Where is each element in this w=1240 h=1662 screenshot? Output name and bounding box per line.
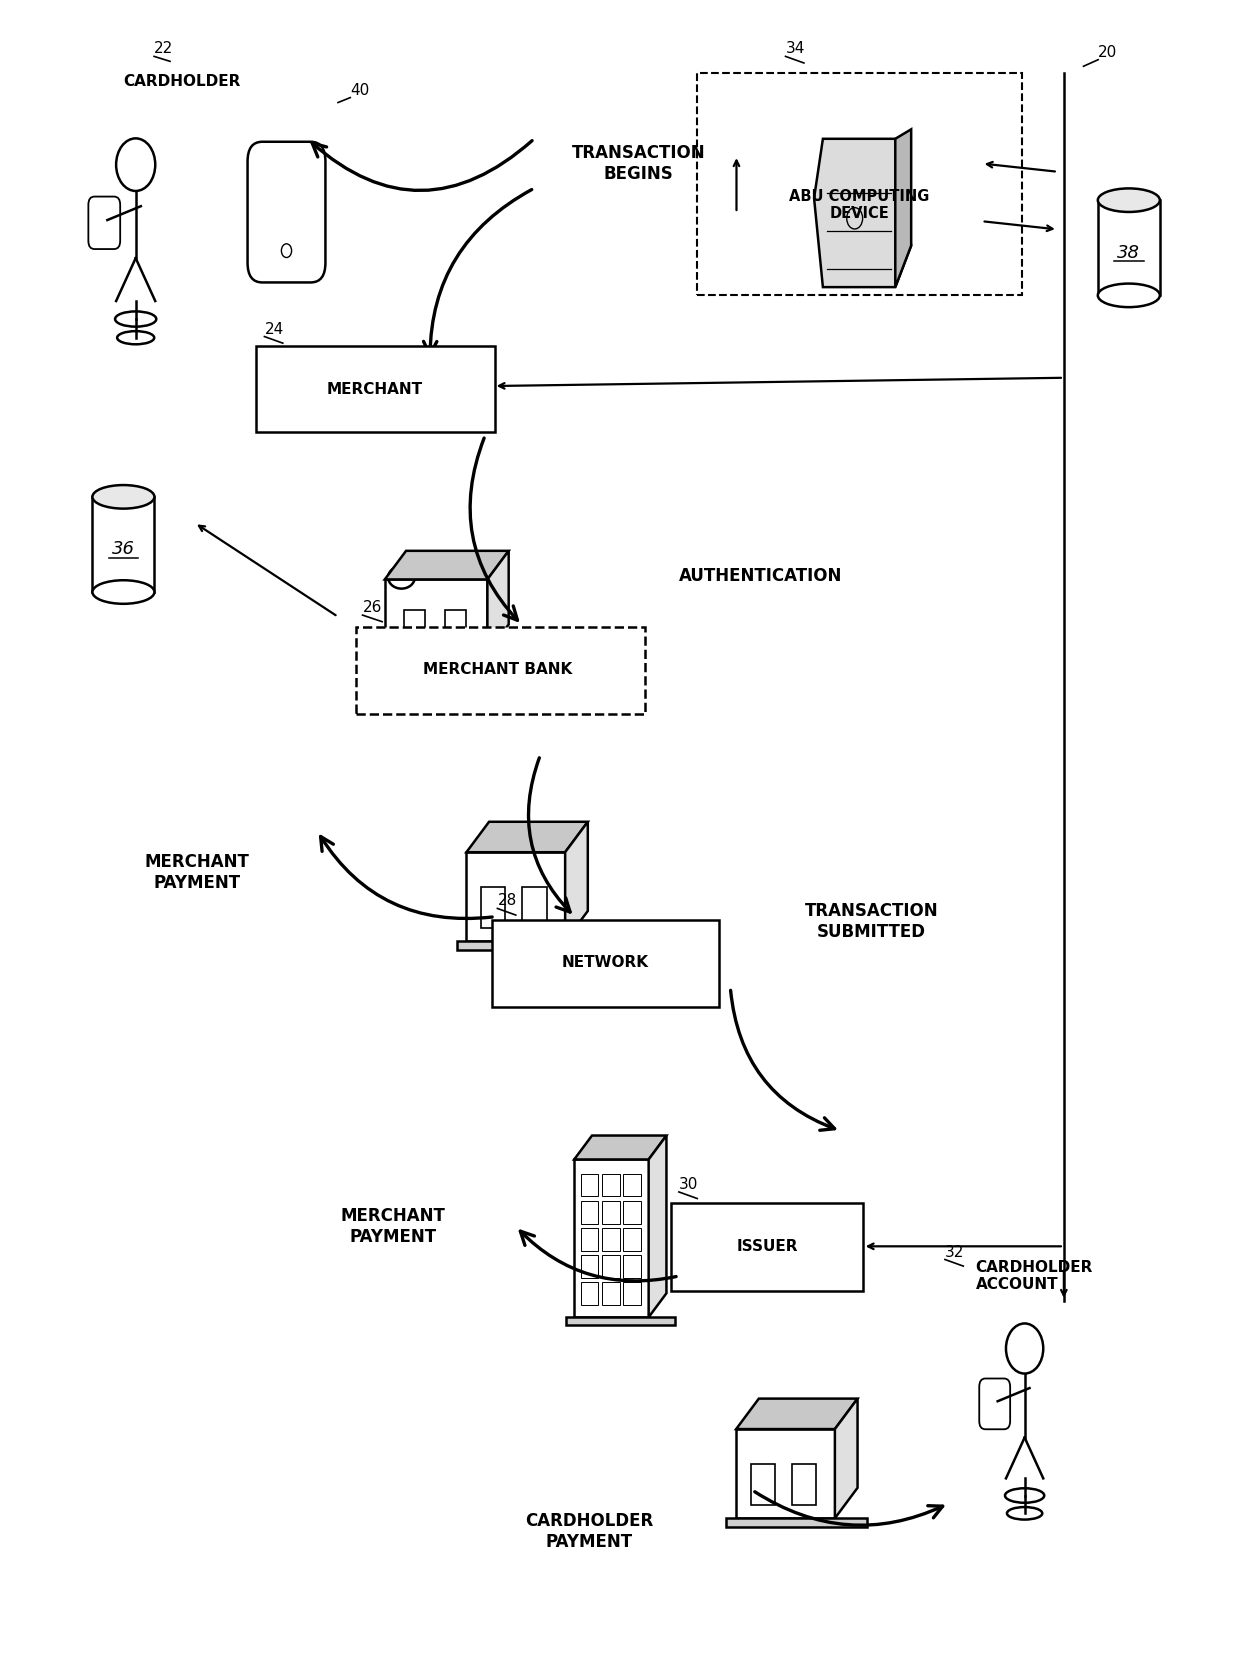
FancyArrowPatch shape xyxy=(521,1232,676,1281)
Text: 28: 28 xyxy=(497,894,517,909)
Polygon shape xyxy=(456,941,598,951)
Polygon shape xyxy=(737,1399,858,1429)
Ellipse shape xyxy=(1097,284,1159,307)
FancyArrowPatch shape xyxy=(321,836,492,919)
Polygon shape xyxy=(895,130,911,288)
Text: 26: 26 xyxy=(362,600,382,615)
Polygon shape xyxy=(466,821,588,853)
Text: ISSUER: ISSUER xyxy=(737,1238,797,1253)
Polygon shape xyxy=(466,853,565,941)
Text: ABU COMPUTING
DEVICE: ABU COMPUTING DEVICE xyxy=(789,188,929,221)
FancyArrowPatch shape xyxy=(755,1492,942,1526)
Text: CARDHOLDER
ACCOUNT: CARDHOLDER ACCOUNT xyxy=(976,1260,1092,1293)
Polygon shape xyxy=(384,580,487,653)
Polygon shape xyxy=(835,1399,858,1519)
Text: NETWORK: NETWORK xyxy=(562,956,649,971)
FancyArrowPatch shape xyxy=(424,189,532,354)
Text: MERCHANT
PAYMENT: MERCHANT PAYMENT xyxy=(145,853,249,891)
Text: MERCHANT BANK: MERCHANT BANK xyxy=(423,661,572,676)
Text: CARDHOLDER: CARDHOLDER xyxy=(124,75,241,90)
Text: 20: 20 xyxy=(1099,45,1117,60)
Polygon shape xyxy=(574,1135,666,1160)
Text: 36: 36 xyxy=(112,540,135,558)
Text: 40: 40 xyxy=(350,83,370,98)
Text: MERCHANT: MERCHANT xyxy=(326,382,423,397)
Text: 30: 30 xyxy=(678,1177,698,1192)
Polygon shape xyxy=(737,1429,835,1519)
FancyArrowPatch shape xyxy=(470,439,517,620)
Polygon shape xyxy=(565,821,588,941)
FancyBboxPatch shape xyxy=(492,921,719,1007)
Text: TRANSACTION
BEGINS: TRANSACTION BEGINS xyxy=(572,145,706,183)
Text: CARDHOLDER
PAYMENT: CARDHOLDER PAYMENT xyxy=(526,1512,653,1551)
FancyBboxPatch shape xyxy=(255,346,495,432)
Text: 24: 24 xyxy=(264,321,284,337)
Polygon shape xyxy=(574,1160,649,1318)
Polygon shape xyxy=(487,550,508,653)
Polygon shape xyxy=(567,1318,675,1325)
FancyBboxPatch shape xyxy=(248,141,325,283)
FancyArrowPatch shape xyxy=(528,758,570,912)
Text: TRANSACTION
SUBMITTED: TRANSACTION SUBMITTED xyxy=(805,902,939,941)
Ellipse shape xyxy=(93,580,155,603)
FancyArrowPatch shape xyxy=(312,141,532,191)
Ellipse shape xyxy=(1097,188,1159,213)
Text: 32: 32 xyxy=(945,1245,965,1260)
Text: AUTHENTICATION: AUTHENTICATION xyxy=(680,567,843,585)
Text: 22: 22 xyxy=(154,42,174,57)
Text: 38: 38 xyxy=(1117,244,1141,261)
Polygon shape xyxy=(384,550,508,580)
Text: MERCHANT
PAYMENT: MERCHANT PAYMENT xyxy=(341,1207,445,1246)
FancyBboxPatch shape xyxy=(356,627,645,715)
FancyBboxPatch shape xyxy=(672,1203,863,1291)
Polygon shape xyxy=(376,653,518,660)
Polygon shape xyxy=(815,140,911,288)
Polygon shape xyxy=(727,1519,867,1527)
Ellipse shape xyxy=(93,485,155,509)
Polygon shape xyxy=(649,1135,666,1318)
FancyArrowPatch shape xyxy=(730,991,835,1130)
Text: 34: 34 xyxy=(785,42,805,57)
